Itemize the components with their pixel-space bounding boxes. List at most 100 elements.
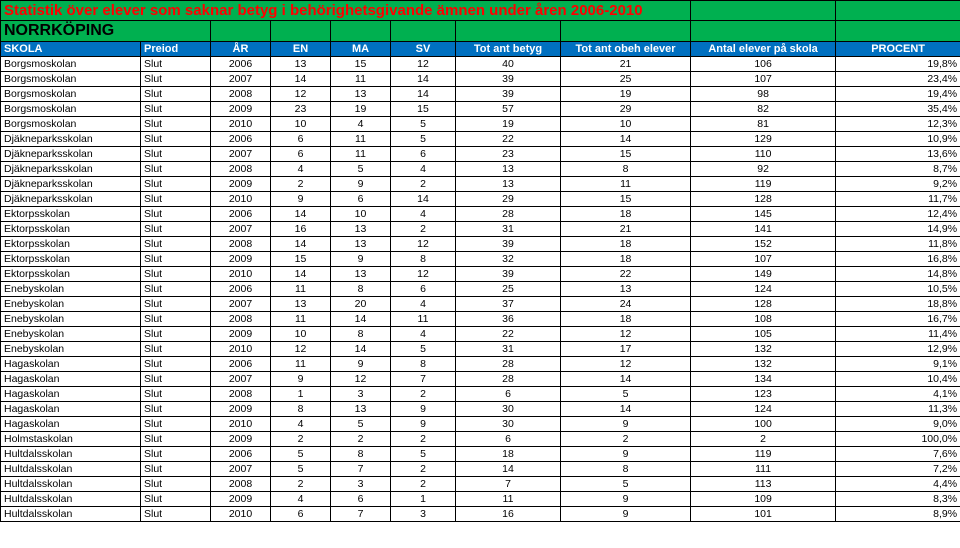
cell-ar: 2007 xyxy=(211,147,271,162)
table-row: HultdalsskolanSlut2008232751134,4% xyxy=(1,477,960,492)
cell-sv: 3 xyxy=(391,507,456,522)
cell-antal: 107 xyxy=(691,72,836,87)
cell-totobeh: 10 xyxy=(561,117,691,132)
cell-sv: 5 xyxy=(391,117,456,132)
table-row: HagaskolanSlut2008132651234,1% xyxy=(1,387,960,402)
cell-en: 11 xyxy=(271,357,331,372)
cell-totobeh: 12 xyxy=(561,357,691,372)
cell-ma: 11 xyxy=(331,132,391,147)
cell-ma: 8 xyxy=(331,282,391,297)
cell-antal: 100 xyxy=(691,417,836,432)
cell-totobeh: 2 xyxy=(561,432,691,447)
cell-period: Slut xyxy=(141,132,211,147)
cell-procent: 100,0% xyxy=(836,432,960,447)
cell-ma: 8 xyxy=(331,447,391,462)
cell-ma: 2 xyxy=(331,432,391,447)
cell-antal: 119 xyxy=(691,447,836,462)
cell-period: Slut xyxy=(141,507,211,522)
cell-ma: 15 xyxy=(331,57,391,72)
cell-antal: 132 xyxy=(691,342,836,357)
cell-totbetyg: 32 xyxy=(456,252,561,267)
cell-procent: 19,8% xyxy=(836,57,960,72)
cell-skola: Enebyskolan xyxy=(1,312,141,327)
cell-procent: 23,4% xyxy=(836,72,960,87)
cell-antal: 106 xyxy=(691,57,836,72)
cell-totobeh: 5 xyxy=(561,387,691,402)
table-row: EktorpsskolanSlut20091598321810716,8% xyxy=(1,252,960,267)
cell-en: 9 xyxy=(271,372,331,387)
cell-ma: 13 xyxy=(331,222,391,237)
table-row: DjäkneparksskolanSlut200929213111199,2% xyxy=(1,177,960,192)
cell-sv: 1 xyxy=(391,492,456,507)
cell-period: Slut xyxy=(141,447,211,462)
cell-ar: 2010 xyxy=(211,507,271,522)
table-row: BorgsmoskolanSlut200923191557298235,4% xyxy=(1,102,960,117)
cell-ma: 13 xyxy=(331,267,391,282)
table-row: HultdalsskolanSlut20075721481117,2% xyxy=(1,462,960,477)
cell-ar: 2009 xyxy=(211,327,271,342)
table-row: DjäkneparksskolanSlut2008454138928,7% xyxy=(1,162,960,177)
cell-antal: 101 xyxy=(691,507,836,522)
cell-en: 4 xyxy=(271,492,331,507)
cell-totbetyg: 57 xyxy=(456,102,561,117)
cell-skola: Ektorpsskolan xyxy=(1,222,141,237)
cell-totbetyg: 7 xyxy=(456,477,561,492)
cell-totobeh: 24 xyxy=(561,297,691,312)
cell-totobeh: 18 xyxy=(561,252,691,267)
table-row: HagaskolanSlut20104593091009,0% xyxy=(1,417,960,432)
cell-ma: 9 xyxy=(331,177,391,192)
cell-totbetyg: 6 xyxy=(456,432,561,447)
cell-sv: 12 xyxy=(391,267,456,282)
cell-skola: Enebyskolan xyxy=(1,297,141,312)
cell-period: Slut xyxy=(141,462,211,477)
table-row: HagaskolanSlut2006119828121329,1% xyxy=(1,357,960,372)
cell-antal: 124 xyxy=(691,402,836,417)
cell-skola: Hagaskolan xyxy=(1,417,141,432)
cell-ma: 19 xyxy=(331,102,391,117)
cell-period: Slut xyxy=(141,222,211,237)
cell-ar: 2006 xyxy=(211,447,271,462)
cell-ma: 11 xyxy=(331,147,391,162)
cell-procent: 9,2% xyxy=(836,177,960,192)
cell-ma: 14 xyxy=(331,312,391,327)
cell-period: Slut xyxy=(141,237,211,252)
cell-sv: 4 xyxy=(391,207,456,222)
cell-totobeh: 11 xyxy=(561,177,691,192)
cell-totbetyg: 14 xyxy=(456,462,561,477)
cell-totobeh: 19 xyxy=(561,87,691,102)
cell-ar: 2006 xyxy=(211,207,271,222)
cell-procent: 12,4% xyxy=(836,207,960,222)
cell-skola: Djäkneparksskolan xyxy=(1,162,141,177)
cell-ma: 4 xyxy=(331,117,391,132)
sub-sp-1 xyxy=(211,21,271,42)
cell-procent: 7,6% xyxy=(836,447,960,462)
cell-ar: 2006 xyxy=(211,132,271,147)
cell-totbetyg: 39 xyxy=(456,87,561,102)
cell-ma: 9 xyxy=(331,357,391,372)
cell-procent: 19,4% xyxy=(836,87,960,102)
cell-ar: 2010 xyxy=(211,267,271,282)
cell-totobeh: 8 xyxy=(561,462,691,477)
cell-sv: 11 xyxy=(391,312,456,327)
cell-totbetyg: 23 xyxy=(456,147,561,162)
cell-skola: Borgsmoskolan xyxy=(1,72,141,87)
cell-totbetyg: 30 xyxy=(456,417,561,432)
cell-sv: 9 xyxy=(391,402,456,417)
cell-totbetyg: 40 xyxy=(456,57,561,72)
cell-en: 9 xyxy=(271,192,331,207)
cell-ar: 2008 xyxy=(211,87,271,102)
cell-en: 6 xyxy=(271,147,331,162)
cell-antal: 92 xyxy=(691,162,836,177)
table-row: BorgsmoskolanSlut2006131512402110619,8% xyxy=(1,57,960,72)
cell-procent: 9,1% xyxy=(836,357,960,372)
table-row: EktorpsskolanSlut2010141312392214914,8% xyxy=(1,267,960,282)
cell-totbetyg: 28 xyxy=(456,207,561,222)
cell-skola: Ektorpsskolan xyxy=(1,252,141,267)
cell-procent: 8,7% xyxy=(836,162,960,177)
cell-sv: 2 xyxy=(391,222,456,237)
table-row: EnebyskolanSlut2008111411361810816,7% xyxy=(1,312,960,327)
table-row: BorgsmoskolanSlut2010104519108112,3% xyxy=(1,117,960,132)
title-spacer-2 xyxy=(836,1,960,21)
cell-skola: Hagaskolan xyxy=(1,372,141,387)
cell-antal: 81 xyxy=(691,117,836,132)
